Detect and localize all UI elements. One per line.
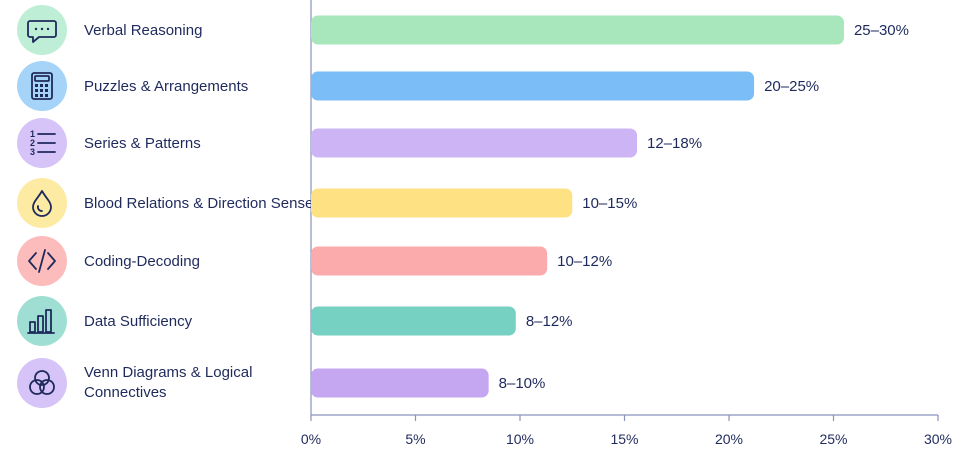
category-label: Venn Diagrams & Logical Connectives bbox=[84, 364, 252, 401]
bar bbox=[311, 246, 548, 276]
bar bbox=[311, 15, 844, 45]
x-tick-label: 15% bbox=[610, 431, 638, 447]
drop-icon bbox=[17, 178, 67, 228]
value-label: 8–10% bbox=[499, 375, 546, 392]
category-label: Data Sufficiency bbox=[84, 313, 193, 330]
svg-text:2: 2 bbox=[30, 138, 35, 148]
x-tick-label: 20% bbox=[715, 431, 743, 447]
value-label: 8–12% bbox=[526, 313, 573, 330]
value-label: 10–12% bbox=[557, 253, 612, 270]
icon-background bbox=[17, 178, 67, 228]
bar bbox=[311, 128, 638, 158]
svg-text:1: 1 bbox=[30, 129, 35, 139]
category-label-line: Connectives bbox=[84, 384, 167, 401]
category-label: Coding-Decoding bbox=[84, 253, 200, 270]
value-label: 10–15% bbox=[582, 195, 637, 212]
code-icon bbox=[17, 236, 67, 286]
value-label: 25–30% bbox=[854, 22, 909, 39]
value-label: 12–18% bbox=[647, 135, 702, 152]
bar-chart-icon bbox=[17, 296, 67, 346]
value-label: 20–25% bbox=[764, 78, 819, 95]
bar bbox=[311, 368, 489, 398]
x-tick-label: 10% bbox=[506, 431, 534, 447]
numbered-list-icon: 123 bbox=[17, 118, 67, 168]
svg-text:3: 3 bbox=[30, 147, 35, 157]
calculator-icon bbox=[17, 61, 67, 111]
category-label-line: Venn Diagrams & Logical bbox=[84, 364, 252, 381]
chat-bubble-icon bbox=[17, 5, 67, 55]
category-label: Series & Patterns bbox=[84, 135, 201, 152]
x-tick-label: 5% bbox=[405, 431, 425, 447]
x-tick-label: 30% bbox=[924, 431, 952, 447]
venn-diagram-icon bbox=[17, 358, 67, 408]
bar bbox=[311, 188, 573, 218]
x-tick-label: 0% bbox=[301, 431, 321, 447]
icon-background bbox=[17, 296, 67, 346]
bar bbox=[311, 71, 755, 101]
category-label: Puzzles & Arrangements bbox=[84, 78, 248, 95]
category-label: Blood Relations & Direction Sense bbox=[84, 195, 313, 212]
bar bbox=[311, 306, 516, 336]
category-label: Verbal Reasoning bbox=[84, 22, 202, 39]
x-tick-label: 25% bbox=[819, 431, 847, 447]
